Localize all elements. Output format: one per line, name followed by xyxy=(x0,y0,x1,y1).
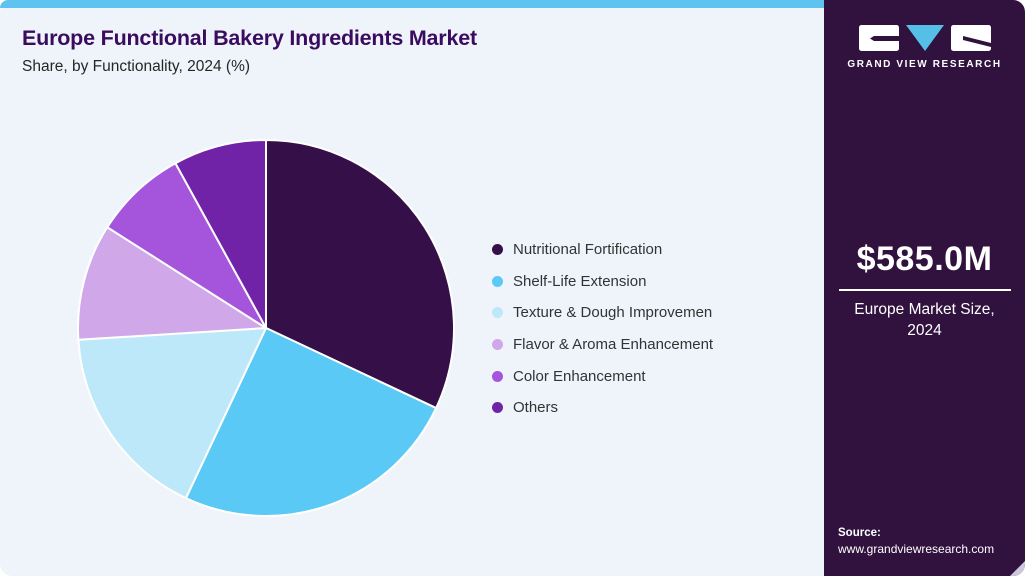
legend-item-4: Color Enhancement xyxy=(492,360,713,392)
brand-sidebar: GRAND VIEW RESEARCH $585.0M Europe Marke… xyxy=(824,0,1025,576)
legend-bullet-icon xyxy=(492,370,503,382)
market-size-caption: Europe Market Size, 2024 xyxy=(824,300,1025,342)
logo-block: GRAND VIEW RESEARCH xyxy=(824,24,1025,70)
chart-card: Europe Functional Bakery Ingredients Mar… xyxy=(0,0,824,576)
market-size-divider xyxy=(838,289,1011,291)
market-size-caption-line2: 2024 xyxy=(907,321,942,339)
legend-item-5: Others xyxy=(492,392,713,424)
pie-slice-1 xyxy=(184,327,438,517)
legend-bullet-icon xyxy=(492,275,503,287)
legend-label: Others xyxy=(513,399,559,417)
legend-item-0: Nutritional Fortification xyxy=(492,234,713,266)
legend: Nutritional Fortification Shelf-Life Exte… xyxy=(492,234,713,424)
legend-item-1: Shelf-Life Extension xyxy=(492,266,713,298)
source-block: Source: www.grandviewresearch.com xyxy=(838,527,994,556)
legend-label: Flavor & Aroma Enhancement xyxy=(513,336,714,354)
brand-name: GRAND VIEW RESEARCH xyxy=(847,59,1002,70)
source-label: Source: xyxy=(838,527,881,539)
pie-slice-5 xyxy=(174,139,267,329)
market-size-block: $585.0M Europe Market Size, 2024 xyxy=(824,240,1025,342)
legend-item-2: Texture & Dough Improvemen xyxy=(492,297,713,329)
chart-title: Europe Functional Bakery Ingredients Mar… xyxy=(22,26,477,50)
pie-slice-4 xyxy=(106,162,267,329)
page-curl-decoration xyxy=(1010,561,1025,576)
market-size-value: $585.0M xyxy=(856,240,993,278)
chart-subtitle: Share, by Functionality, 2024 (%) xyxy=(22,58,251,75)
legend-item-3: Flavor & Aroma Enhancement xyxy=(492,329,713,361)
legend-label: Shelf-Life Extension xyxy=(513,272,647,290)
legend-label: Nutritional Fortification xyxy=(513,241,663,259)
pie-slice-3 xyxy=(77,226,267,341)
gvr-logo-icon xyxy=(858,25,991,51)
legend-bullet-icon xyxy=(492,244,503,256)
source-url[interactable]: www.grandviewresearch.com xyxy=(838,542,995,556)
legend-label: Texture & Dough Improvemen xyxy=(513,304,713,322)
legend-bullet-icon xyxy=(492,307,503,319)
pie-chart-svg xyxy=(77,139,455,517)
legend-bullet-icon xyxy=(492,339,503,351)
pie-slice-2 xyxy=(77,327,267,500)
legend-bullet-icon xyxy=(492,402,503,414)
top-accent-bar xyxy=(0,0,824,8)
pie-chart xyxy=(71,133,461,523)
legend-label: Color Enhancement xyxy=(513,367,646,385)
pie-slice-0 xyxy=(265,139,455,410)
market-size-caption-line1: Europe Market Size, xyxy=(854,301,995,318)
